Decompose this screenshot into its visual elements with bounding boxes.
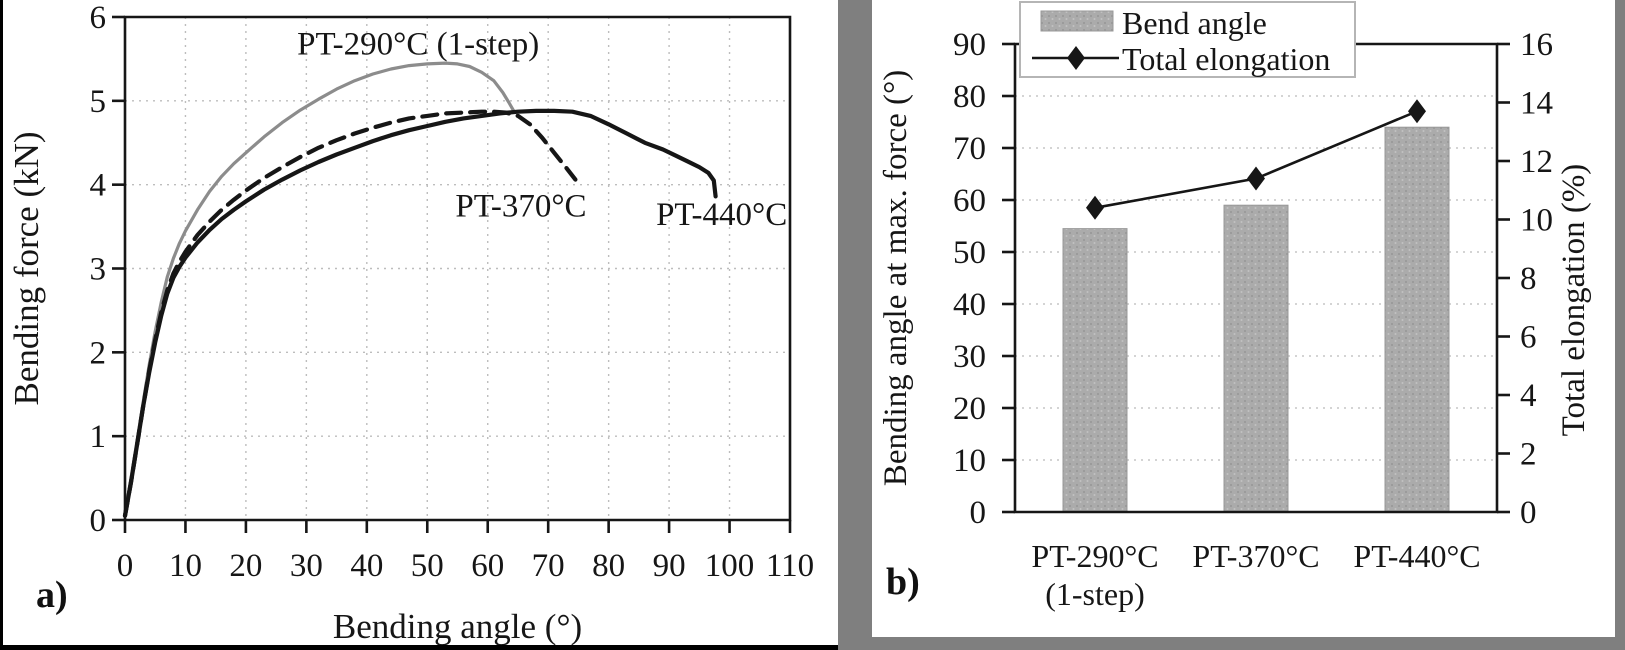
x-tick-label: 90 (653, 548, 686, 584)
x-tick-label: 30 (290, 548, 323, 584)
x-tick-label: 80 (592, 548, 625, 584)
right-tick-label: 8 (1520, 261, 1537, 297)
y-tick-label: 5 (90, 84, 107, 120)
panel-a: PT-290°C (1-step) PT-370°C PT-440°C 0 10 20 30… (7, 0, 815, 646)
legend-diamond-swatch (1067, 46, 1085, 70)
y-tick-label: 2 (90, 335, 107, 371)
category-label-1: PT-370°C (1192, 538, 1319, 574)
x-tick-label: 10 (169, 548, 202, 584)
elongation-marker-2 (1408, 99, 1426, 124)
category-label-0: (1-step) (1045, 576, 1145, 612)
right-tick-label: 0 (1520, 495, 1537, 531)
left-tick-label: 10 (953, 443, 986, 479)
x-tick-label: 20 (229, 548, 262, 584)
x-tick-label: 70 (532, 548, 565, 584)
figure-left-border (0, 0, 3, 650)
right-tick-label: 2 (1520, 437, 1537, 473)
bar-0 (1062, 228, 1128, 513)
left-tick-label: 60 (953, 183, 986, 219)
elongation-marker-1 (1247, 166, 1265, 191)
y-tick-label: 4 (90, 168, 107, 204)
panel-divider (838, 0, 872, 650)
curve-label-2: PT-440°C (656, 197, 787, 233)
left-axis-title: Bending angle at max. force (°) (878, 70, 914, 486)
bend-angle-elongation-chart: 0 10 20 30 40 50 60 70 80 90 0 2 4 6 8 10 12 14 16 Bending … (878, 1, 1592, 612)
left-tick-label: 50 (953, 235, 986, 271)
legend-bar-swatch (1040, 10, 1114, 32)
legend-label-bend-angle: Bend angle (1122, 5, 1267, 41)
left-tick-label: 80 (953, 79, 986, 115)
left-tick-label: 0 (970, 495, 987, 531)
panel-b-frame: 0 10 20 30 40 50 60 70 80 90 0 2 4 6 8 10 12 14 16 Bending … (872, 0, 1625, 650)
left-tick-label: 70 (953, 131, 986, 167)
y-tick-label: 3 (90, 252, 107, 288)
figure-bottom-border (0, 645, 838, 650)
grid (125, 17, 790, 520)
elongation-marker-0 (1086, 195, 1104, 220)
right-tick-label: 16 (1520, 27, 1553, 63)
bar-1 (1223, 204, 1289, 513)
x-tick-label: 40 (350, 548, 383, 584)
series-curve-1 (122, 109, 578, 518)
left-tick-label: 30 (953, 339, 986, 375)
panel-b-tag: b) (886, 561, 920, 603)
right-tick-label: 6 (1520, 320, 1537, 356)
x-tick-label: 0 (117, 548, 134, 584)
right-tick-label: 4 (1520, 378, 1537, 414)
y-tick-label: 0 (90, 503, 107, 539)
bar-2 (1384, 126, 1450, 513)
series-curve-0 (123, 61, 516, 515)
left-tick-label: 20 (953, 391, 986, 427)
series-curve-2 (122, 108, 718, 518)
curve-label-1: PT-370°C (455, 189, 586, 225)
y-axis-title: Bending force (kN) (7, 131, 46, 405)
right-tick-label: 10 (1520, 203, 1553, 239)
legend-label-total-elongation: Total elongation (1122, 41, 1330, 77)
right-tick-label: 14 (1520, 86, 1553, 122)
elongation-line (1094, 110, 1418, 210)
y-tick-label: 1 (90, 419, 107, 455)
category-label-2: PT-440°C (1353, 538, 1480, 574)
bending-force-chart: PT-290°C (1-step)PT-370°C PT-440°C0 10 20 30… (7, 0, 814, 646)
x-axis-title: Bending angle (°) (333, 607, 582, 646)
panel-b: 0 10 20 30 40 50 60 70 80 90 0 2 4 6 8 10 12 14 16 Bending … (872, 0, 1615, 637)
left-tick-label: 90 (953, 27, 986, 63)
left-tick-label: 40 (953, 287, 986, 323)
x-tick-label: 60 (471, 548, 504, 584)
y-tick-label: 6 (90, 0, 107, 36)
right-axis-title: Total elongation (%) (1556, 164, 1592, 437)
x-tick-label: 110 (766, 548, 814, 584)
panel-a-tag: a) (36, 574, 68, 616)
x-tick-label: 100 (705, 548, 755, 584)
ticks (112, 15, 792, 533)
right-tick-label: 12 (1520, 144, 1553, 180)
category-label-0: PT-290°C (1031, 538, 1158, 574)
curve-label-0: PT-290°C (1-step) (297, 27, 539, 63)
x-tick-label: 50 (411, 548, 444, 584)
